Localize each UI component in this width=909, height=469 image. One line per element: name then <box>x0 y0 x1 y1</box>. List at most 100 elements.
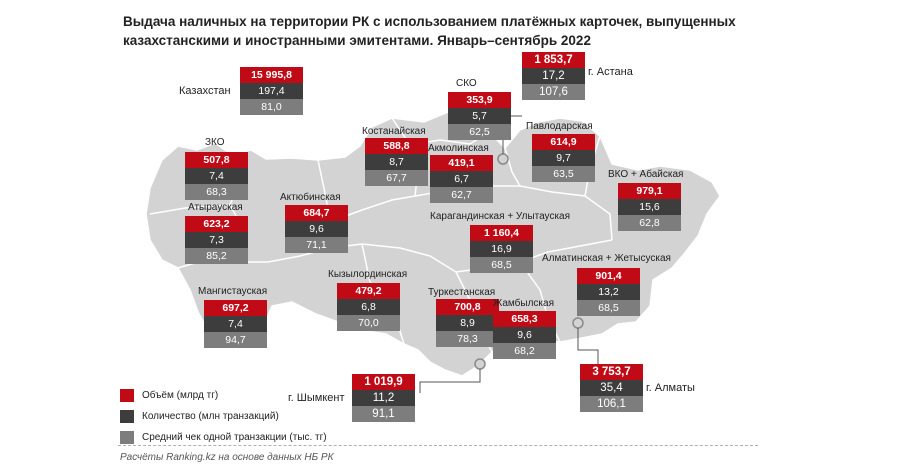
region-box-turkestan: 700,8 8,9 78,3 <box>436 299 499 347</box>
region-count: 11,2 <box>352 390 415 406</box>
region-box-astana: 1 853,7 17,2 107,6 <box>522 52 585 100</box>
region-avg: 68,5 <box>470 257 533 273</box>
region-label-turkestan: Туркестанская <box>428 287 496 298</box>
region-avg: 78,3 <box>436 331 499 347</box>
region-label-almaty-region: Алматинская + Жетысуская <box>542 253 671 264</box>
legend-label-count: Количество (млн транзакций) <box>142 410 279 422</box>
region-avg: 62,8 <box>618 215 681 231</box>
region-volume: 419,1 <box>430 155 493 171</box>
region-avg: 68,3 <box>185 184 248 200</box>
region-box-akmola: 419,1 6,7 62,7 <box>430 155 493 203</box>
region-box-almaty-region: 901,4 13,2 68,5 <box>577 268 640 316</box>
region-avg: 63,5 <box>532 166 595 182</box>
region-box-sko: 353,9 5,7 62,5 <box>448 92 511 140</box>
total-volume: 15 995,8 <box>240 67 303 83</box>
region-count: 8,7 <box>365 154 428 170</box>
region-avg: 62,5 <box>448 124 511 140</box>
legend-item-count: Количество (млн транзакций) <box>120 406 327 426</box>
legend-swatch-count <box>120 409 134 423</box>
region-avg: 85,2 <box>185 248 248 264</box>
region-box-zhambyl: 658,3 9,6 68,2 <box>493 311 556 359</box>
border-karaganda-vko <box>519 185 613 241</box>
region-box-mangistau: 697,2 7,4 94,7 <box>204 300 267 348</box>
region-label-kyzylorda: Кызылординская <box>328 269 408 280</box>
region-box-zko: 507,8 7,4 68,3 <box>185 152 248 200</box>
region-label-zhambyl: Жамбылская <box>493 298 554 309</box>
region-label-zko: ЗКО <box>205 137 225 148</box>
region-box-kyzylorda: 479,2 6,8 70,0 <box>337 283 400 331</box>
region-count: 7,4 <box>204 316 267 332</box>
region-volume: 353,9 <box>448 92 511 108</box>
region-count: 17,2 <box>522 68 585 84</box>
region-label-kostanay: Костанайская <box>362 126 426 137</box>
region-count: 9,7 <box>532 150 595 166</box>
region-count: 16,9 <box>470 241 533 257</box>
total-avg: 81,0 <box>240 99 303 115</box>
chart-title: Выдача наличных на территории РК с испол… <box>123 14 736 48</box>
region-avg: 62,7 <box>430 187 493 203</box>
region-avg: 107,6 <box>522 84 585 100</box>
legend-label-avg: Средний чек одной транзакции (тыс. тг) <box>142 431 327 443</box>
region-label-astana: г. Астана <box>588 66 633 78</box>
region-label-sko: СКО <box>456 78 477 89</box>
region-label-atyrau: Атырауская <box>188 202 243 213</box>
region-volume: 979,1 <box>618 183 681 199</box>
region-count: 15,6 <box>618 199 681 215</box>
shymkent-marker <box>474 358 486 370</box>
region-avg: 91,1 <box>352 406 415 422</box>
region-volume: 3 753,7 <box>580 364 643 380</box>
region-count: 5,7 <box>448 108 511 124</box>
region-box-almaty: 3 753,7 35,4 106,1 <box>580 364 643 412</box>
region-label-pavlodar: Павлодарская <box>526 121 593 132</box>
region-label-akmola: Акмолинская <box>428 143 489 154</box>
region-count: 6,8 <box>337 299 400 315</box>
region-volume: 684,7 <box>285 205 348 221</box>
region-box-atyrau: 623,2 7,3 85,2 <box>185 216 248 264</box>
region-count: 7,3 <box>185 232 248 248</box>
region-volume: 1 853,7 <box>522 52 585 68</box>
region-volume: 901,4 <box>577 268 640 284</box>
legend-item-avg: Средний чек одной транзакции (тыс. тг) <box>120 427 327 447</box>
region-box-kostanay: 588,8 8,7 67,7 <box>365 138 428 186</box>
total-label: Казахстан <box>179 85 231 97</box>
astana-marker <box>497 153 509 165</box>
region-volume: 614,9 <box>532 134 595 150</box>
region-label-almaty: г. Алматы <box>646 382 695 394</box>
legend: Объём (млрд тг) Количество (млн транзакц… <box>120 385 327 448</box>
legend-item-volume: Объём (млрд тг) <box>120 385 327 405</box>
shymkent-leader <box>419 369 481 393</box>
region-count: 13,2 <box>577 284 640 300</box>
region-volume: 479,2 <box>337 283 400 299</box>
region-box-karaganda: 1 160,4 16,9 68,5 <box>470 225 533 273</box>
border-karaganda-kyzylorda <box>361 243 457 273</box>
legend-label-volume: Объём (млрд тг) <box>142 389 219 401</box>
border-karaganda-almaty <box>519 239 613 263</box>
region-volume: 588,8 <box>365 138 428 154</box>
region-label-karaganda: Карагандинская + Улытауская <box>430 211 571 222</box>
region-label-aktobe: Актюбинская <box>280 192 341 203</box>
region-box-aktobe: 684,7 9,6 71,1 <box>285 205 348 253</box>
region-count: 6,7 <box>430 171 493 187</box>
region-avg: 67,7 <box>365 170 428 186</box>
region-avg: 68,2 <box>493 343 556 359</box>
region-box-vko: 979,1 15,6 62,8 <box>618 183 681 231</box>
region-count: 9,6 <box>285 221 348 237</box>
region-volume: 1 160,4 <box>470 225 533 241</box>
region-avg: 70,0 <box>337 315 400 331</box>
region-avg: 106,1 <box>580 396 643 412</box>
total-box: 15 995,8 197,4 81,0 <box>240 67 303 115</box>
border-zko-atyrau <box>149 204 231 215</box>
region-count: 7,4 <box>185 168 248 184</box>
almaty-marker <box>572 317 584 329</box>
region-volume: 507,8 <box>185 152 248 168</box>
footer-divider <box>118 445 758 446</box>
legend-swatch-volume <box>120 388 134 402</box>
region-volume: 700,8 <box>436 299 499 315</box>
region-avg: 71,1 <box>285 237 348 253</box>
legend-swatch-avg <box>120 430 134 444</box>
region-volume: 697,2 <box>204 300 267 316</box>
almaty-leader <box>577 328 599 368</box>
region-label-vko: ВКО + Абайская <box>608 169 684 180</box>
region-volume: 658,3 <box>493 311 556 327</box>
region-box-pavlodar: 614,9 9,7 63,5 <box>532 134 595 182</box>
